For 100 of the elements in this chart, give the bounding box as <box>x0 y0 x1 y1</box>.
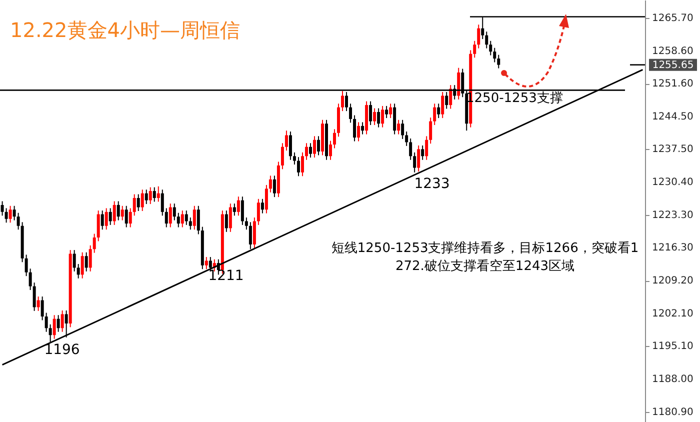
candlestick <box>84 252 88 272</box>
annotation: 1211 <box>208 268 244 284</box>
candlestick <box>148 186 152 205</box>
candlestick <box>128 208 132 228</box>
candlestick <box>156 186 160 202</box>
candlestick <box>489 40 492 56</box>
candlestick <box>393 103 396 135</box>
candlestick <box>196 205 200 235</box>
candlestick <box>172 203 176 221</box>
y-tick-label: 1251.60 <box>652 78 694 90</box>
y-tick-label: 1258.60 <box>652 46 694 58</box>
candlestick <box>389 103 392 119</box>
candlestick <box>232 203 236 216</box>
candlestick <box>236 196 240 216</box>
candlestick <box>425 136 428 160</box>
candlestick <box>36 296 40 312</box>
candlestick <box>204 256 208 270</box>
candlestick <box>140 189 144 212</box>
candlestick <box>377 108 380 128</box>
candlestick <box>64 310 68 338</box>
candlestick <box>244 217 248 230</box>
annotation: 1233 <box>414 176 450 192</box>
candlestick <box>88 244 92 272</box>
candlestick <box>268 175 272 193</box>
candlestick <box>457 67 460 100</box>
candlestick <box>56 314 60 332</box>
candlestick <box>292 152 296 166</box>
candlestick <box>497 54 500 69</box>
candlestick <box>409 138 412 160</box>
candlestick <box>385 105 388 119</box>
candlestick <box>12 205 16 221</box>
candlestick <box>184 210 188 226</box>
annotation: 短线1250-1253支撑维持看多，目标1266，突破看1272.破位支撑看空至1243区域 <box>331 241 639 274</box>
candlestick <box>76 263 80 279</box>
candlestick <box>116 200 120 221</box>
candlestick <box>44 312 48 332</box>
candlestick <box>60 310 64 332</box>
candlestick <box>192 205 196 230</box>
candlestick <box>252 217 256 249</box>
text: 12.22黄金4小时—周恒信 <box>10 18 240 42</box>
ref-line-label: 1255.65 <box>652 60 694 71</box>
candlestick <box>152 186 156 202</box>
y-tick-label: 1188.00 <box>652 374 694 386</box>
candlestick <box>176 212 180 228</box>
candlestick <box>144 189 148 205</box>
candlestick <box>260 198 264 214</box>
candlestick <box>280 142 284 170</box>
candlestick <box>132 194 136 216</box>
candlestick <box>52 314 56 340</box>
candlestick <box>240 196 244 226</box>
candlestick <box>136 194 140 212</box>
candlestick <box>477 24 480 49</box>
y-tick-label: 1180.90 <box>652 407 694 418</box>
candlestick <box>312 136 316 158</box>
y-tick-label: 1223.30 <box>652 210 694 222</box>
candlestick <box>272 175 276 198</box>
annotation: 1196 <box>44 342 80 358</box>
candlestick <box>493 47 496 63</box>
candlestick <box>473 40 476 58</box>
candlestick <box>300 152 304 177</box>
candlestick <box>120 205 124 221</box>
y-tick-label: 1209.20 <box>652 276 694 287</box>
candlestick <box>8 205 12 224</box>
candlestick <box>433 103 436 126</box>
y-tick-label: 1265.70 <box>652 13 694 24</box>
candlestick <box>296 156 300 177</box>
candlestick <box>405 131 408 146</box>
candlestick <box>421 144 424 160</box>
candlestick <box>0 200 4 216</box>
candlestick <box>397 119 400 135</box>
y-tick-label: 1202.10 <box>652 308 694 320</box>
candlestick <box>349 103 352 124</box>
candlestick <box>413 152 416 173</box>
candlestick <box>284 130 288 152</box>
candlestick <box>16 212 20 230</box>
y-tick-label: 1195.10 <box>652 341 694 352</box>
candlestick <box>437 103 440 119</box>
candlestick <box>373 108 376 126</box>
candlestick <box>96 210 100 242</box>
candlestick <box>108 208 112 226</box>
candlestick <box>24 254 28 277</box>
candlestick <box>361 122 364 135</box>
candlestick <box>180 210 184 228</box>
candlestick <box>288 131 292 160</box>
candlestick <box>304 142 308 160</box>
candlestick <box>485 31 488 49</box>
y-tick-label: 1216.30 <box>652 242 694 254</box>
candlestick <box>160 189 164 216</box>
candlestick <box>417 144 420 172</box>
candlestick <box>369 100 372 126</box>
candlestick <box>112 200 116 226</box>
candlestick <box>92 233 96 254</box>
candlestick <box>308 142 312 158</box>
candlestick <box>224 210 228 232</box>
candlestick <box>317 136 320 156</box>
candlestick <box>264 184 268 214</box>
candlestick <box>357 122 360 142</box>
candlestick <box>100 210 104 230</box>
candlestick <box>164 208 168 228</box>
candlestick <box>80 252 84 279</box>
